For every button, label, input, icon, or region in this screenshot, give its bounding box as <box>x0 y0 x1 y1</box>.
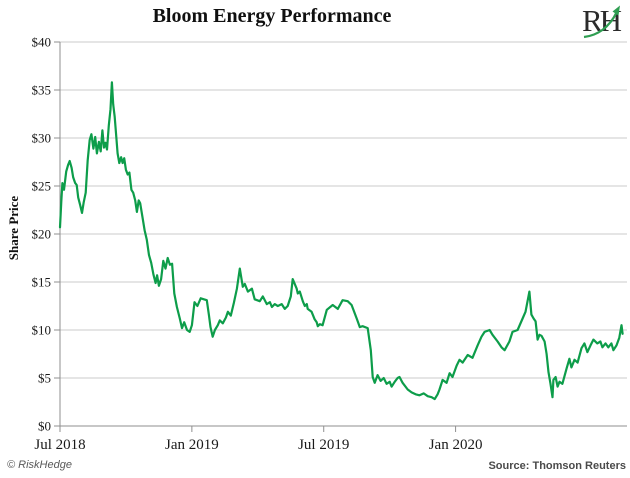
riskhedge-logo: RH <box>582 4 628 42</box>
chart-title: Bloom Energy Performance <box>152 5 392 27</box>
y-tick-label: $10 <box>32 323 52 338</box>
copyright-text: © RiskHedge <box>7 459 72 471</box>
y-tick-label: $25 <box>32 179 52 194</box>
x-tick-label: Jul 2019 <box>298 437 349 453</box>
y-tick-label: $40 <box>32 35 52 50</box>
logo-arrow-icon <box>583 5 620 39</box>
y-tick-label: $30 <box>32 131 52 146</box>
y-tick-label: $15 <box>32 275 52 290</box>
x-tick-label: Jan 2019 <box>165 437 219 453</box>
x-tick-label: Jan 2020 <box>429 437 483 453</box>
y-tick-label: $0 <box>38 419 51 434</box>
y-tick-label: $35 <box>32 83 52 98</box>
y-axis-label: Share Price <box>6 195 21 261</box>
y-tick-label: $20 <box>32 227 52 242</box>
logo-letters: RH <box>582 3 622 38</box>
x-tick-label: Jul 2018 <box>34 437 85 453</box>
price-line-series <box>58 81 624 401</box>
y-tick-label: $5 <box>38 371 51 386</box>
source-text: Source: Thomson Reuters <box>488 460 626 472</box>
